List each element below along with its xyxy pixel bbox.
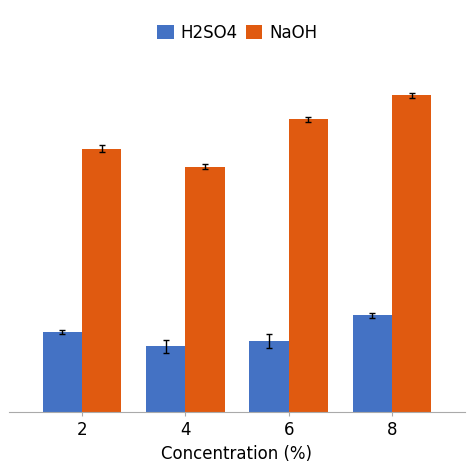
Bar	[146, 346, 185, 412]
Bar	[82, 148, 121, 412]
Bar	[185, 167, 225, 412]
Bar	[392, 95, 431, 412]
Bar	[249, 341, 289, 412]
Bar	[289, 119, 328, 412]
X-axis label: Concentration (%): Concentration (%)	[162, 445, 312, 463]
Legend: H2SO4, NaOH: H2SO4, NaOH	[152, 19, 322, 47]
Bar	[43, 332, 82, 412]
Bar	[353, 315, 392, 412]
